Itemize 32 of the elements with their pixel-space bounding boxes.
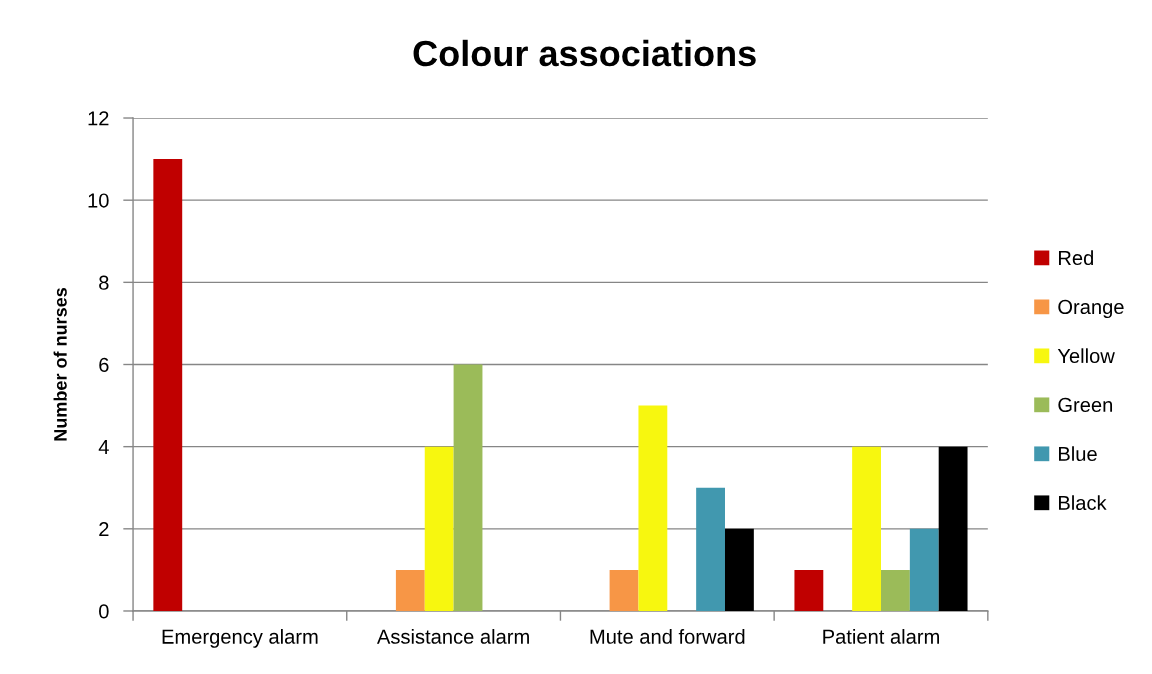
legend-label: Green	[1058, 397, 1113, 413]
legend-label: Orange	[1058, 299, 1124, 319]
y-axis-title: Number of nurses	[53, 287, 67, 441]
bar	[453, 364, 483, 611]
bar	[395, 569, 425, 611]
bar	[696, 487, 725, 611]
bar	[852, 446, 881, 611]
legend-label: Red	[1059, 250, 1093, 266]
bar	[424, 446, 454, 611]
bar	[153, 159, 183, 611]
x-tick-label: Emergency alarm	[162, 629, 318, 648]
legend-label: Blue	[1059, 446, 1097, 462]
y-tick-label: 10	[88, 193, 109, 208]
y-tick-label: 8	[99, 275, 109, 290]
x-tick-label: Patient alarm	[823, 629, 939, 644]
y-tick-label: 4	[98, 440, 109, 454]
y-tick-label: 12	[88, 111, 109, 126]
x-tick-label: Assistance alarm	[376, 629, 529, 644]
bar	[638, 405, 668, 611]
bar	[880, 569, 910, 611]
y-tick-label: 6	[99, 357, 109, 372]
bar	[724, 528, 754, 611]
legend-label: Black	[1059, 495, 1107, 511]
chart-title: Colour associations	[413, 39, 756, 67]
legend-label: Yellow	[1057, 348, 1115, 364]
bar	[909, 528, 939, 611]
bar	[794, 569, 824, 611]
y-tick-label: 0	[99, 604, 109, 619]
y-tick-label: 2	[99, 522, 109, 537]
bar	[609, 569, 639, 611]
x-tick-label: Mute and forward	[590, 629, 745, 644]
bar	[938, 446, 968, 611]
